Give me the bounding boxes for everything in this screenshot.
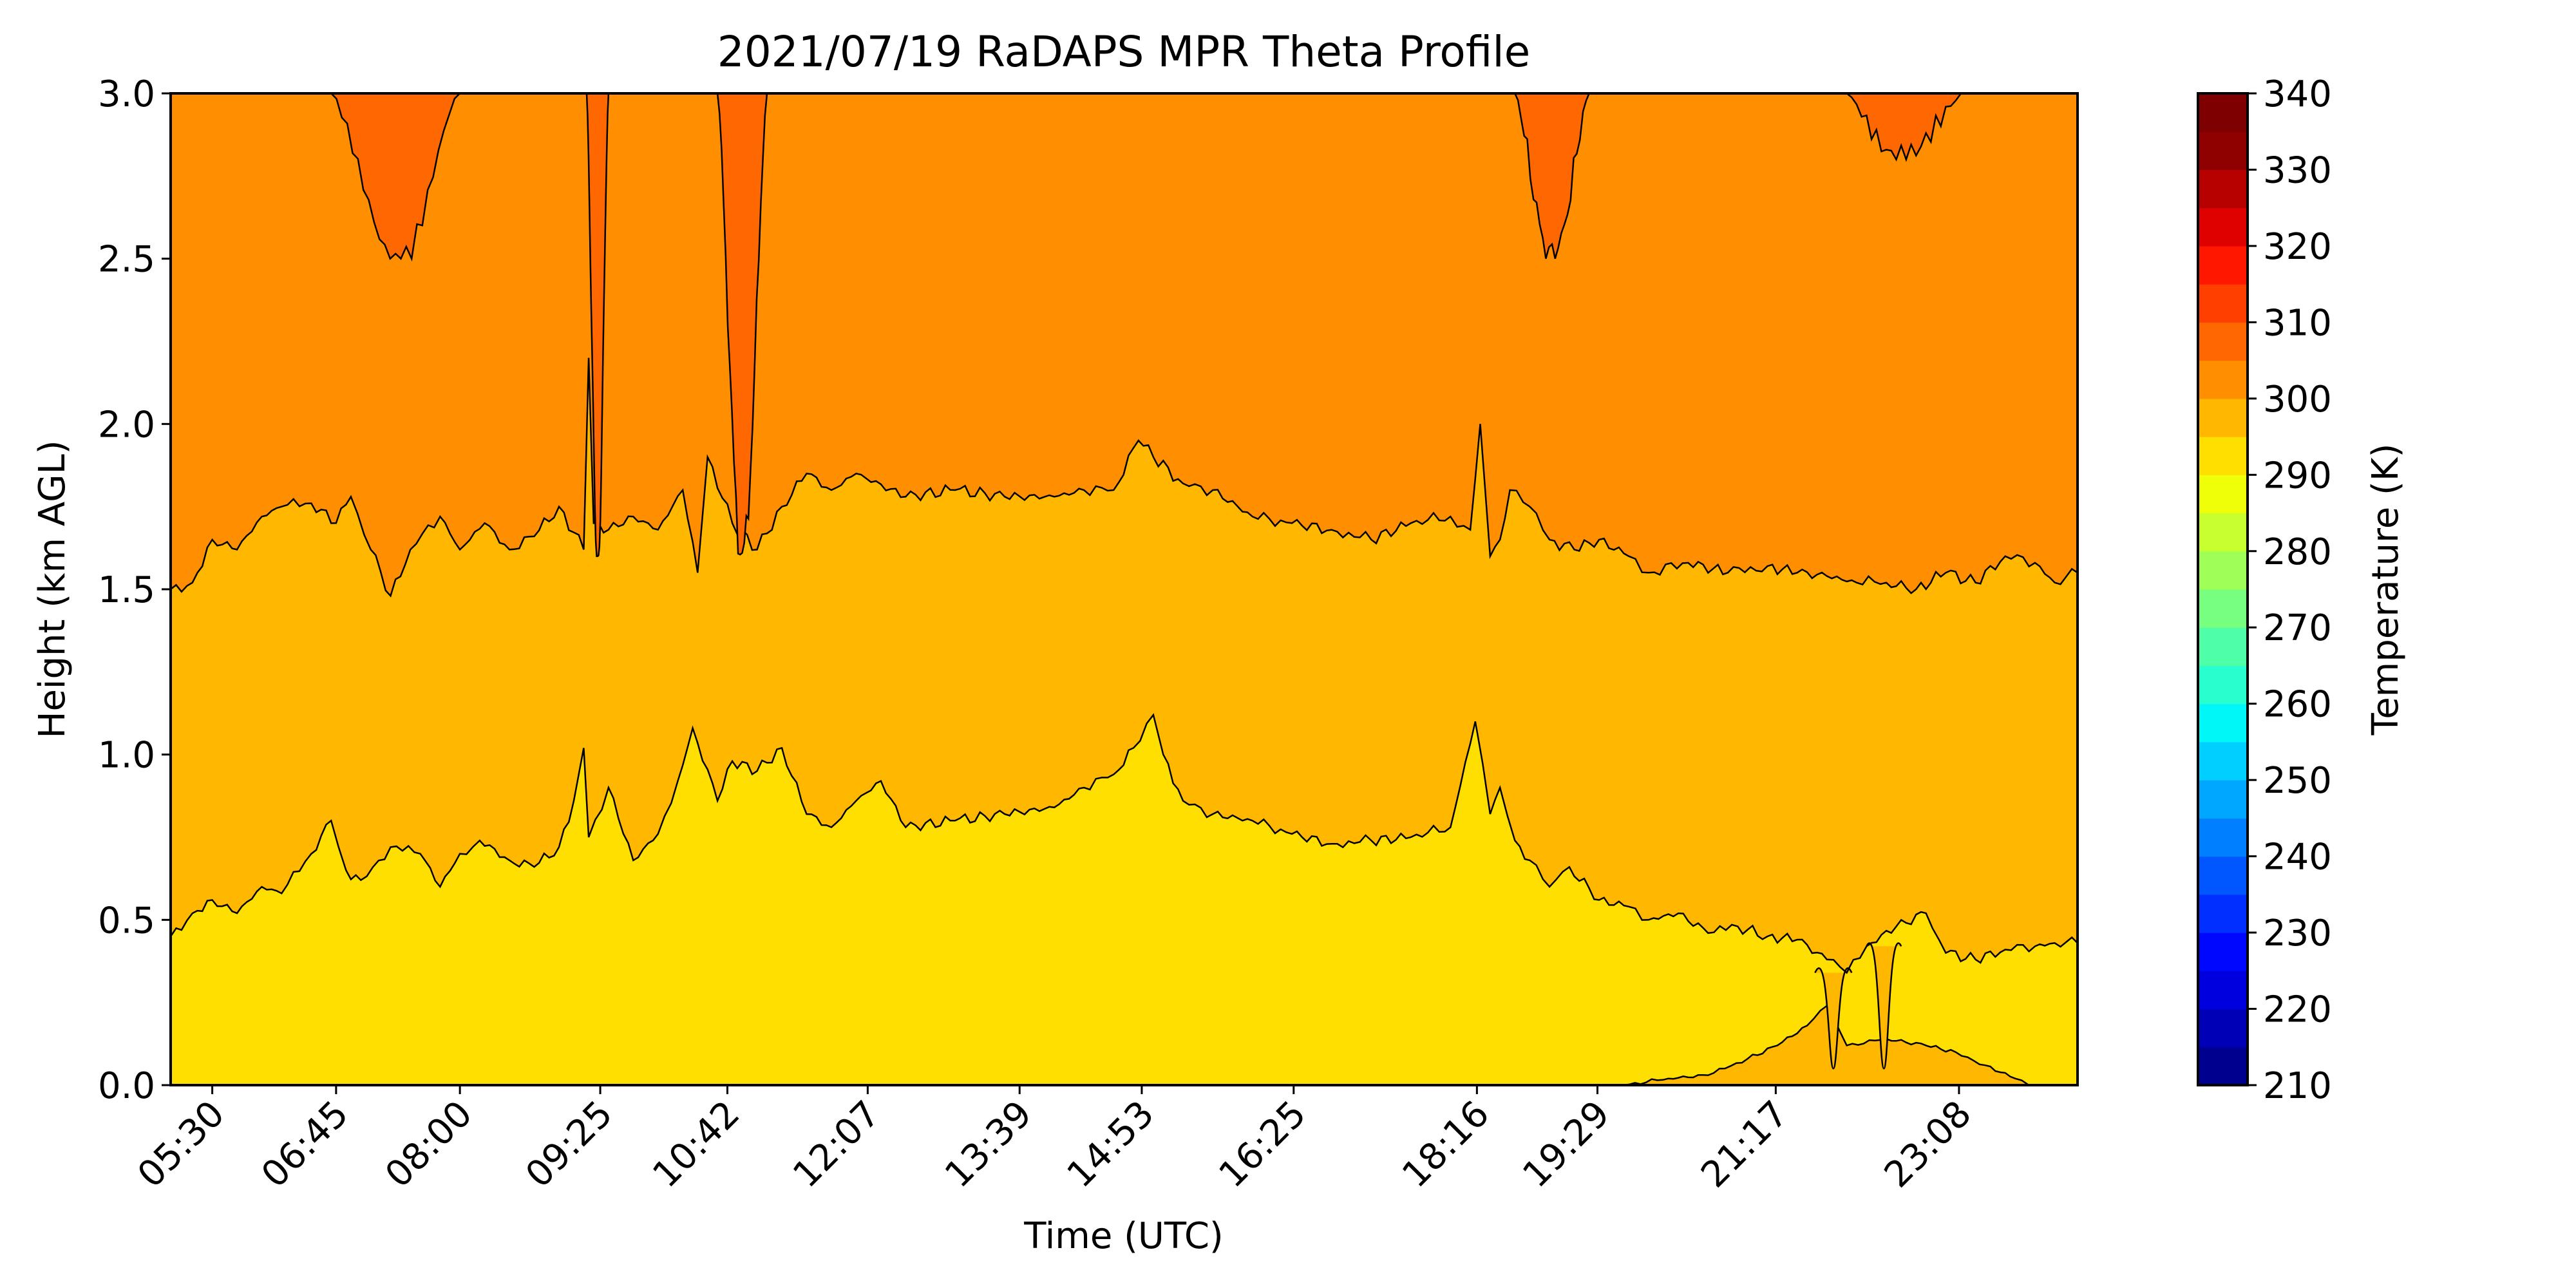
y-tick-label: 2.5 bbox=[98, 239, 155, 281]
colorbar-tick-label: 330 bbox=[2263, 149, 2332, 191]
colorbar-segment bbox=[2198, 818, 2248, 857]
field-band-290-295K bbox=[171, 715, 2078, 1085]
warm-patch-310K-3 bbox=[1514, 93, 1590, 260]
colorbar-segment bbox=[2198, 207, 2248, 247]
colorbar-tick-label: 240 bbox=[2263, 837, 2332, 878]
colorbar: 210 220 230 240 250 260 270 280 290 300 310 320 330 3… bbox=[2198, 73, 2332, 1107]
x-tick-label: 23:08 bbox=[1877, 1093, 1980, 1196]
colorbar-segment bbox=[2198, 589, 2248, 628]
y-tick-label: 1.0 bbox=[98, 735, 155, 777]
x-tick-label: 16:25 bbox=[1211, 1093, 1314, 1196]
colorbar-segment bbox=[2198, 437, 2248, 475]
colorbar-segment bbox=[2198, 398, 2248, 437]
contour-line-295K bbox=[171, 713, 2078, 974]
colorbar-segment bbox=[2198, 93, 2248, 132]
x-tick-label: 08:00 bbox=[377, 1093, 480, 1196]
colorbar-tick-label: 260 bbox=[2263, 684, 2332, 726]
x-tick-label: 13:39 bbox=[937, 1093, 1040, 1196]
colorbar-segment bbox=[2198, 780, 2248, 819]
colorbar-tick-label: 280 bbox=[2263, 531, 2332, 573]
y-axis-label: Height (km AGL) bbox=[32, 440, 73, 738]
colorbar-segment bbox=[2198, 131, 2248, 171]
x-tick-label: 06:45 bbox=[254, 1093, 357, 1196]
colorbar-segment bbox=[2198, 741, 2248, 781]
x-tick-label: 19:29 bbox=[1515, 1093, 1618, 1196]
x-axis-label: Time (UTC) bbox=[1023, 1215, 1224, 1257]
colorbar-segment bbox=[2198, 627, 2248, 667]
colorbar-frame bbox=[2197, 92, 2249, 1086]
colorbar-segment bbox=[2198, 513, 2248, 552]
colorbar-tick-label: 230 bbox=[2263, 913, 2332, 954]
colorbar-segment bbox=[2198, 284, 2248, 323]
y-axis: 0.0 0.5 1.0 1.5 2.0 2.5 3.0 bbox=[98, 73, 171, 1107]
colorbar-tick-label: 250 bbox=[2263, 760, 2332, 802]
chart-title: 2021/07/19 RaDAPS MPR Theta Profile bbox=[717, 27, 1531, 77]
colorbar-segment bbox=[2198, 971, 2248, 1010]
colorbar-segment bbox=[2198, 1009, 2248, 1048]
warm-patch-310K-2 bbox=[716, 93, 768, 556]
colorbar-segment bbox=[2198, 475, 2248, 514]
colorbar-tick-label: 220 bbox=[2263, 989, 2332, 1031]
colorbar-segment bbox=[2198, 933, 2248, 971]
colorbar-tick-label: 300 bbox=[2263, 379, 2332, 421]
y-tick-label: 1.5 bbox=[98, 569, 155, 611]
warm-patch-310K-1 bbox=[585, 93, 610, 557]
colorbar-segment bbox=[2198, 245, 2248, 285]
contour-spike-1 bbox=[1866, 942, 1902, 1070]
colorbar-segment bbox=[2198, 665, 2248, 705]
colorbar-segment bbox=[2198, 703, 2248, 743]
colorbar-tick-label: 210 bbox=[2263, 1065, 2332, 1107]
x-tick-label: 14:53 bbox=[1059, 1093, 1162, 1196]
x-tick-label: 10:42 bbox=[645, 1093, 748, 1196]
plot-area bbox=[171, 93, 2078, 1085]
x-tick-label: 05:30 bbox=[129, 1093, 232, 1196]
warm-patch-310K-0 bbox=[330, 93, 461, 262]
colorbar-tick-label: 270 bbox=[2263, 607, 2332, 649]
x-tick-label: 12:07 bbox=[785, 1093, 888, 1196]
y-tick-label: 0.5 bbox=[98, 900, 155, 942]
y-tick-label: 3.0 bbox=[98, 73, 155, 115]
colorbar-tick-label: 310 bbox=[2263, 302, 2332, 344]
x-tick-label: 21:17 bbox=[1693, 1093, 1796, 1196]
colorbar-label: Temperature (K) bbox=[2365, 444, 2407, 736]
colorbar-segment bbox=[2198, 894, 2248, 933]
y-tick-label: 0.0 bbox=[98, 1065, 155, 1107]
x-axis: 05:30 06:45 08:00 09:25 10:42 12:07 13:39 14:53… bbox=[129, 1085, 1980, 1196]
warm-patch-310K-4 bbox=[1846, 93, 1967, 162]
x-tick-label: 18:16 bbox=[1394, 1093, 1497, 1196]
colorbar-tick-label: 290 bbox=[2263, 455, 2332, 497]
contour-line-300K bbox=[171, 357, 2078, 598]
colorbar-segment bbox=[2198, 169, 2248, 209]
contour-spike-0 bbox=[1814, 967, 1853, 1070]
colorbar-tick-label: 320 bbox=[2263, 226, 2332, 268]
colorbar-segment bbox=[2198, 1046, 2248, 1086]
colorbar-segment bbox=[2198, 360, 2248, 399]
x-tick-label: 09:25 bbox=[518, 1093, 621, 1196]
colorbar-segment bbox=[2198, 551, 2248, 590]
colorbar-segment bbox=[2198, 856, 2248, 895]
colorbar-tick-label: 340 bbox=[2263, 73, 2332, 115]
y-tick-label: 2.0 bbox=[98, 404, 155, 446]
colorbar-segment bbox=[2198, 322, 2248, 361]
